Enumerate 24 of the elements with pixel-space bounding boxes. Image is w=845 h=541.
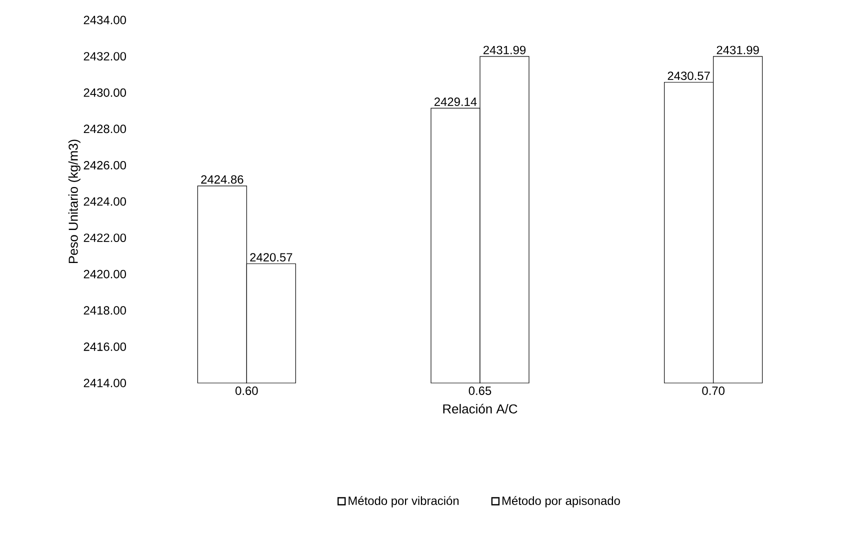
legend-label: Método por vibración	[348, 496, 459, 508]
data-label: 2424.86	[201, 175, 244, 184]
y-tick-label: 2428.00	[84, 124, 126, 134]
y-tick-label: 2418.00	[84, 306, 126, 315]
data-label: 2431.99	[716, 46, 759, 54]
y-tick-label: 2434.00	[84, 16, 126, 24]
data-label: 2431.99	[483, 46, 526, 54]
y-tick-label: 2422.00	[84, 234, 126, 242]
y-tick-label: 2424.00	[84, 197, 126, 206]
y-tick-label: 2430.00	[84, 88, 126, 97]
data-label: 2420.57	[250, 253, 292, 262]
y-tick-label: 2420.00	[84, 270, 126, 278]
y-tick-label: 2426.00	[84, 160, 126, 170]
x-axis-title: Relación A/C	[443, 404, 518, 414]
y-tick-label: 2432.00	[84, 52, 126, 61]
x-tick-label: 0.65	[468, 386, 492, 395]
y-tick-label: 2414.00	[84, 378, 126, 388]
legend-label: Método por apisonado	[502, 496, 620, 508]
data-label: 2430.57	[668, 72, 710, 80]
y-axis-title: Peso Unitario (kg/m3)	[68, 140, 80, 264]
data-label: 2429.14	[434, 98, 477, 106]
x-tick-label: 0.70	[702, 386, 725, 395]
y-tick-label: 2416.00	[84, 342, 126, 351]
x-tick-label: 0.60	[236, 386, 258, 395]
